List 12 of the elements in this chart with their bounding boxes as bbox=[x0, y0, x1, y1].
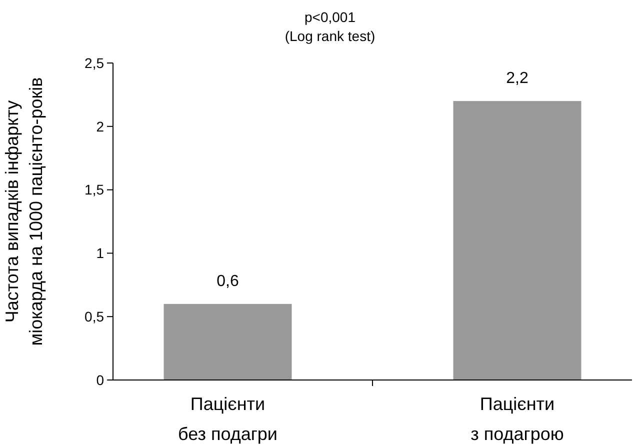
y-tick-label: 2 bbox=[96, 118, 104, 134]
x-tick-label: Пацієнти з подагрою bbox=[470, 394, 564, 444]
y-tick-label: 1 bbox=[96, 245, 104, 262]
y-tick-label: 0,5 bbox=[84, 308, 104, 324]
y-axis-title: Частота випадків інфаркту міокарда на 1000 пацієнто-років bbox=[2, 77, 46, 346]
text: p<0,001 (Log rank test) bbox=[284, 9, 376, 44]
y-tick-label: 0 bbox=[96, 372, 104, 388]
y-tick-label: 2,5 bbox=[84, 54, 104, 71]
x-tick-label: Пацієнти без подагри bbox=[178, 394, 278, 444]
y-tick-label: 1,5 bbox=[84, 182, 104, 198]
data-label: 0,6 bbox=[216, 272, 239, 290]
data-label: 2,2 bbox=[506, 70, 528, 88]
